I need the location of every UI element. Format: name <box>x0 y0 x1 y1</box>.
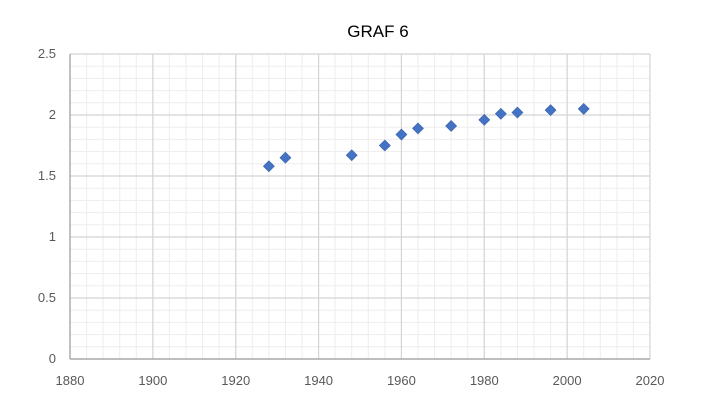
x-tick-label: 1900 <box>138 373 167 388</box>
data-point <box>412 122 424 135</box>
y-tick-label: 1.5 <box>38 168 56 183</box>
x-tick-label: 1920 <box>221 373 250 388</box>
minor-gridlines <box>69 53 651 360</box>
chart-title: GRAF 6 <box>347 22 409 41</box>
y-tick-label: 2 <box>49 107 56 122</box>
axes <box>69 54 650 360</box>
data-point <box>511 106 524 119</box>
y-tick-label: 2.5 <box>38 46 56 61</box>
x-tick-labels: 1880 1900 1920 1940 1960 1980 2000 2020 <box>56 373 665 388</box>
x-tick-label: 1940 <box>304 373 333 388</box>
major-gridlines <box>69 53 651 360</box>
x-tick-label: 2020 <box>636 373 665 388</box>
data-point <box>445 120 458 132</box>
data-point <box>378 139 391 152</box>
y-tick-label: 1 <box>49 229 56 244</box>
y-tick-label: 0 <box>49 351 56 366</box>
x-tick-label: 1980 <box>470 373 499 388</box>
x-tick-label: 2000 <box>553 373 582 388</box>
data-point <box>395 128 408 141</box>
data-point <box>279 151 292 164</box>
data-point <box>494 107 507 120</box>
data-point <box>577 102 590 115</box>
data-point <box>544 104 557 117</box>
data-point <box>262 160 275 173</box>
x-tick-label: 1880 <box>56 373 85 388</box>
data-point <box>345 149 358 162</box>
y-tick-labels: 0 0.5 1 1.5 2 2.5 <box>38 46 56 366</box>
y-tick-label: 0.5 <box>38 290 56 305</box>
data-points <box>262 102 590 173</box>
data-point <box>478 113 491 126</box>
x-tick-label: 1960 <box>387 373 416 388</box>
